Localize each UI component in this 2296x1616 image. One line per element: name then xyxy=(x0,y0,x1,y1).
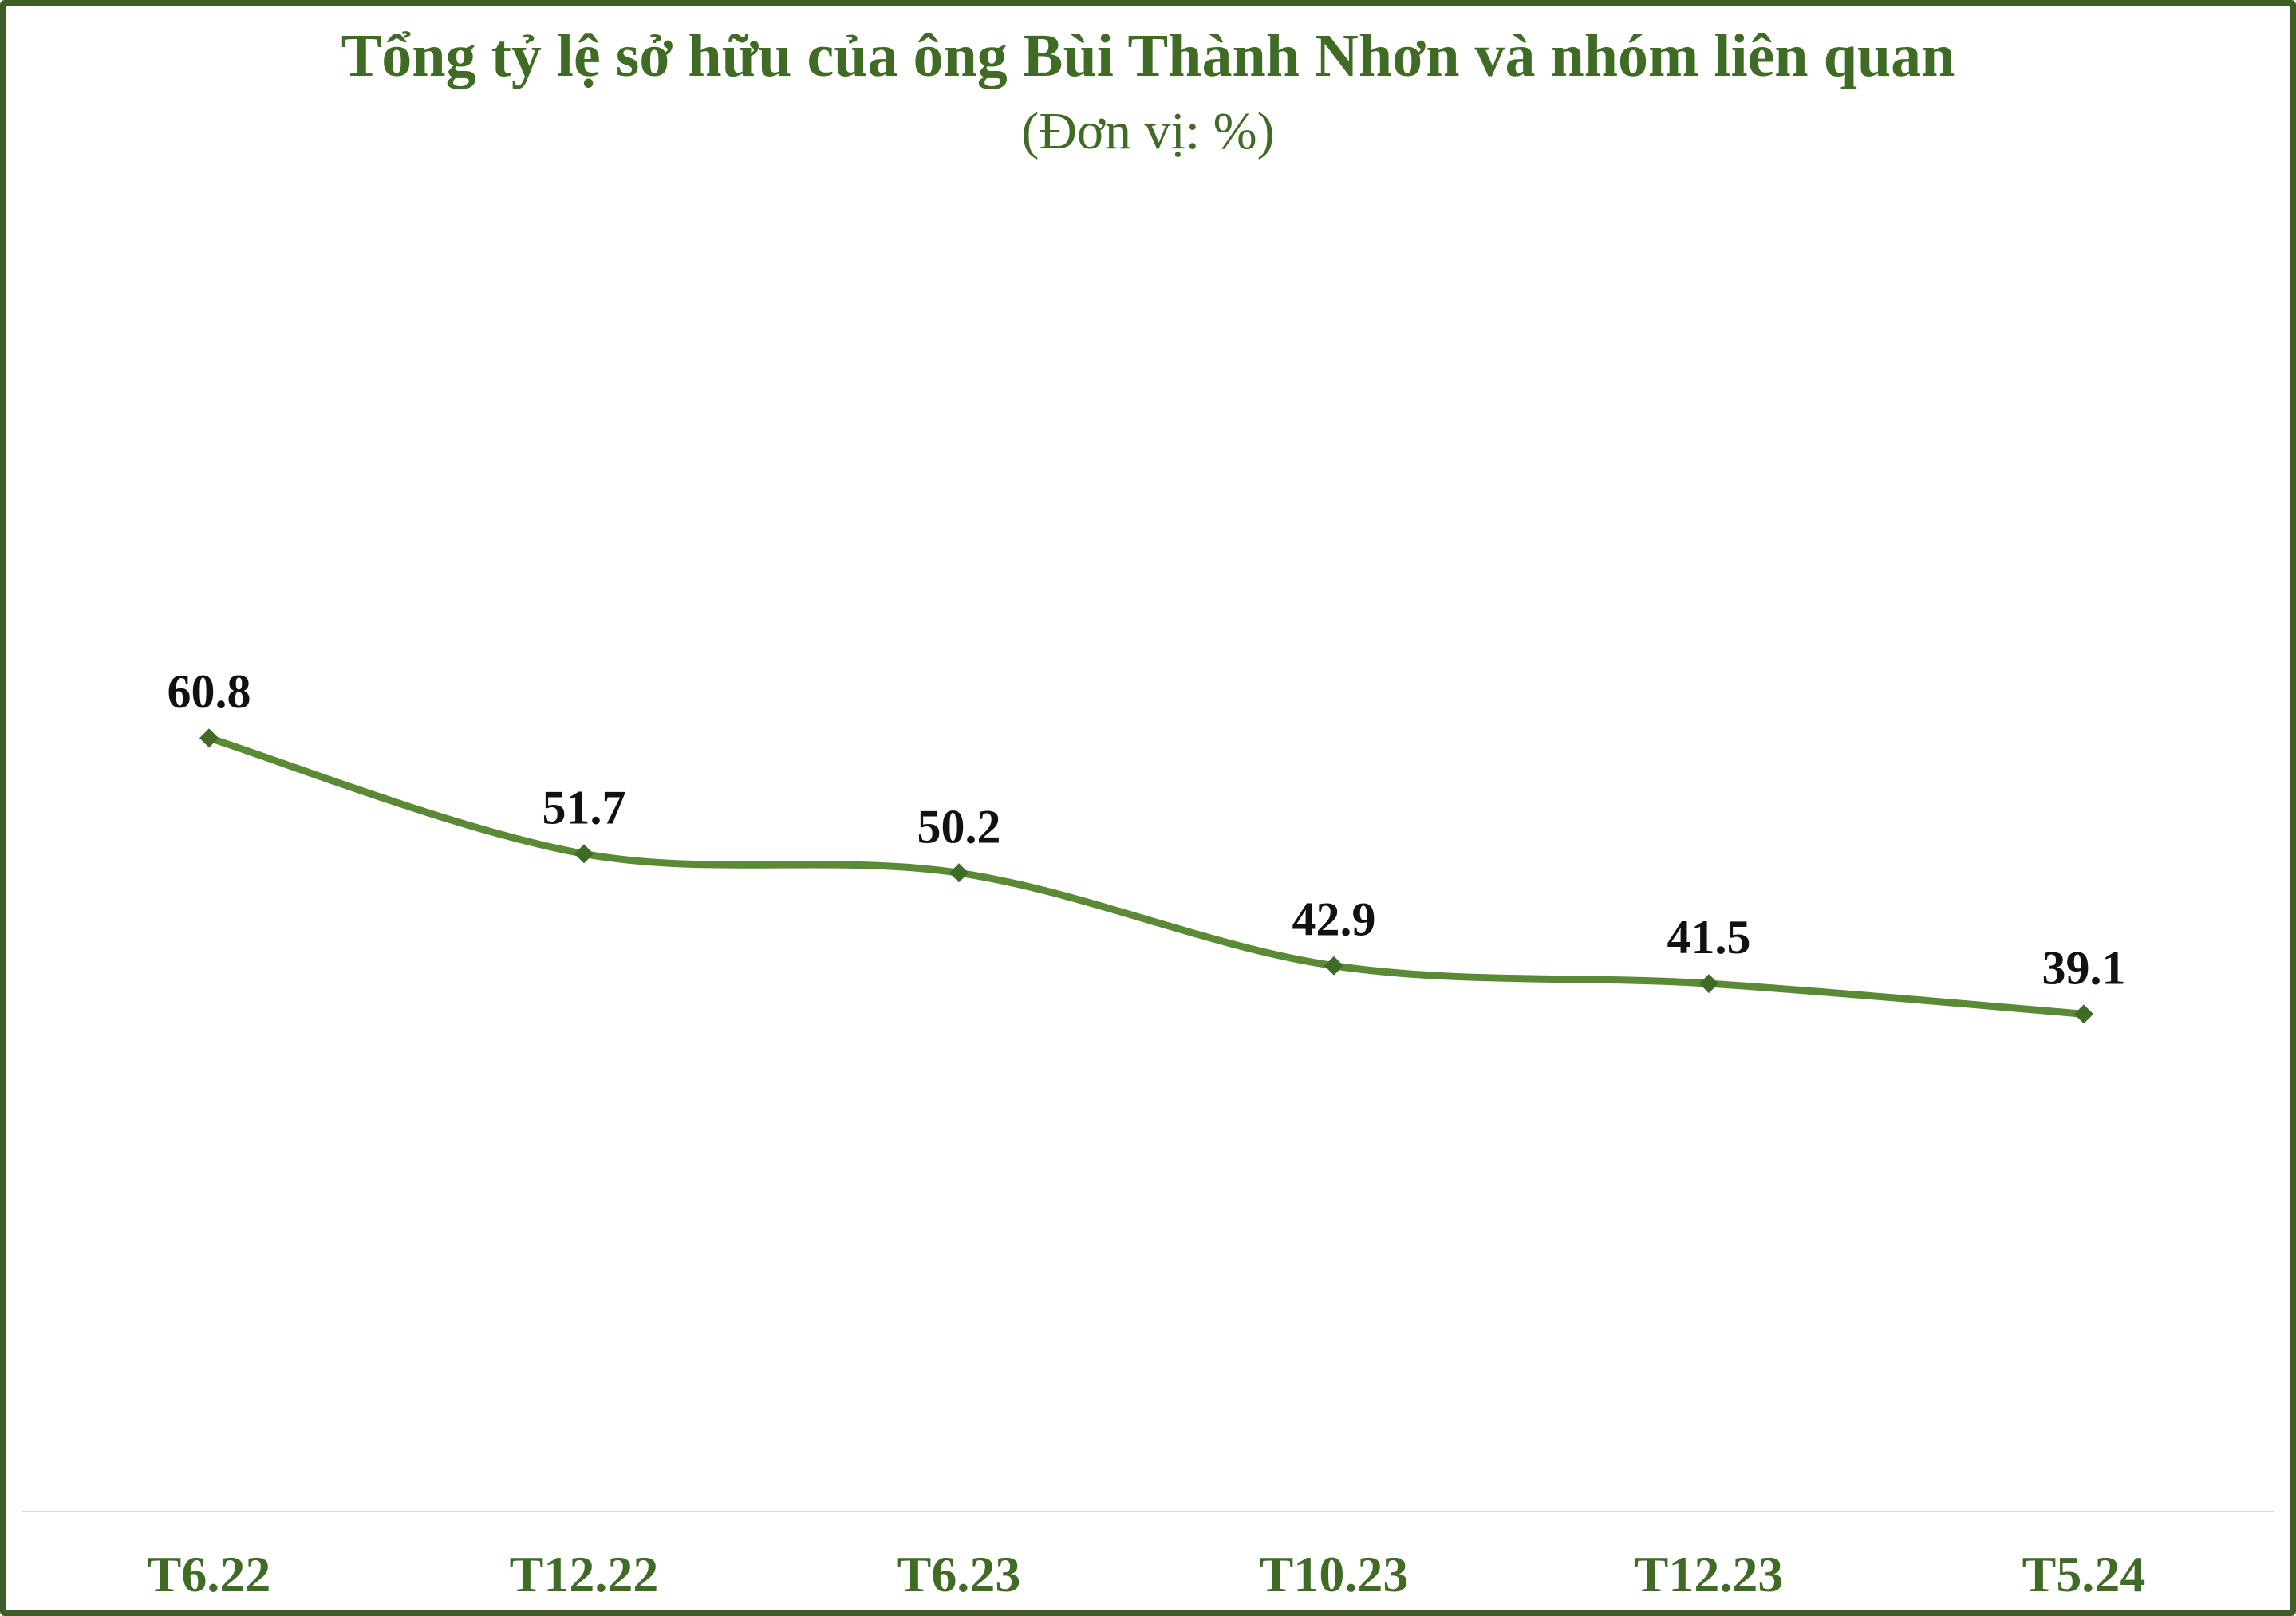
chart-subtitle: (Đơn vị: %) xyxy=(1021,102,1275,160)
data-point-T5.24 xyxy=(2074,1004,2093,1024)
data-labels: 60.8 51.7 50.2 42.9 41.5 39.1 xyxy=(168,665,2126,994)
data-point-T12.22 xyxy=(574,844,594,864)
data-label-T5.24: 39.1 xyxy=(2042,941,2126,994)
data-label-T6.23: 50.2 xyxy=(917,800,1001,853)
x-tick-labels: T6.22 T12.22 T6.23 T10.23 T12.23 T5.24 xyxy=(148,1546,2146,1602)
x-tick-T12.23: T12.23 xyxy=(1635,1546,1784,1602)
data-label-T12.23: 41.5 xyxy=(1667,911,1751,964)
data-markers xyxy=(199,728,2093,1024)
data-point-T10.23 xyxy=(1324,956,1343,976)
chart-title: Tổng tỷ lệ sở hữu của ông Bùi Thành Nhơn… xyxy=(341,22,1955,89)
x-tick-T10.23: T10.23 xyxy=(1260,1546,1409,1602)
data-point-T6.22 xyxy=(199,728,219,748)
data-point-T6.23 xyxy=(949,863,969,883)
x-tick-T6.22: T6.22 xyxy=(148,1546,271,1602)
x-tick-T5.24: T5.24 xyxy=(2022,1546,2146,1602)
x-tick-T6.23: T6.23 xyxy=(897,1546,1021,1602)
data-label-T12.22: 51.7 xyxy=(542,781,626,834)
series-line xyxy=(205,734,2088,1018)
data-point-T12.23 xyxy=(1699,974,1718,994)
data-label-T6.22: 60.8 xyxy=(168,665,251,718)
data-label-T10.23: 42.9 xyxy=(1292,893,1376,946)
x-tick-T12.22: T12.22 xyxy=(510,1546,659,1602)
